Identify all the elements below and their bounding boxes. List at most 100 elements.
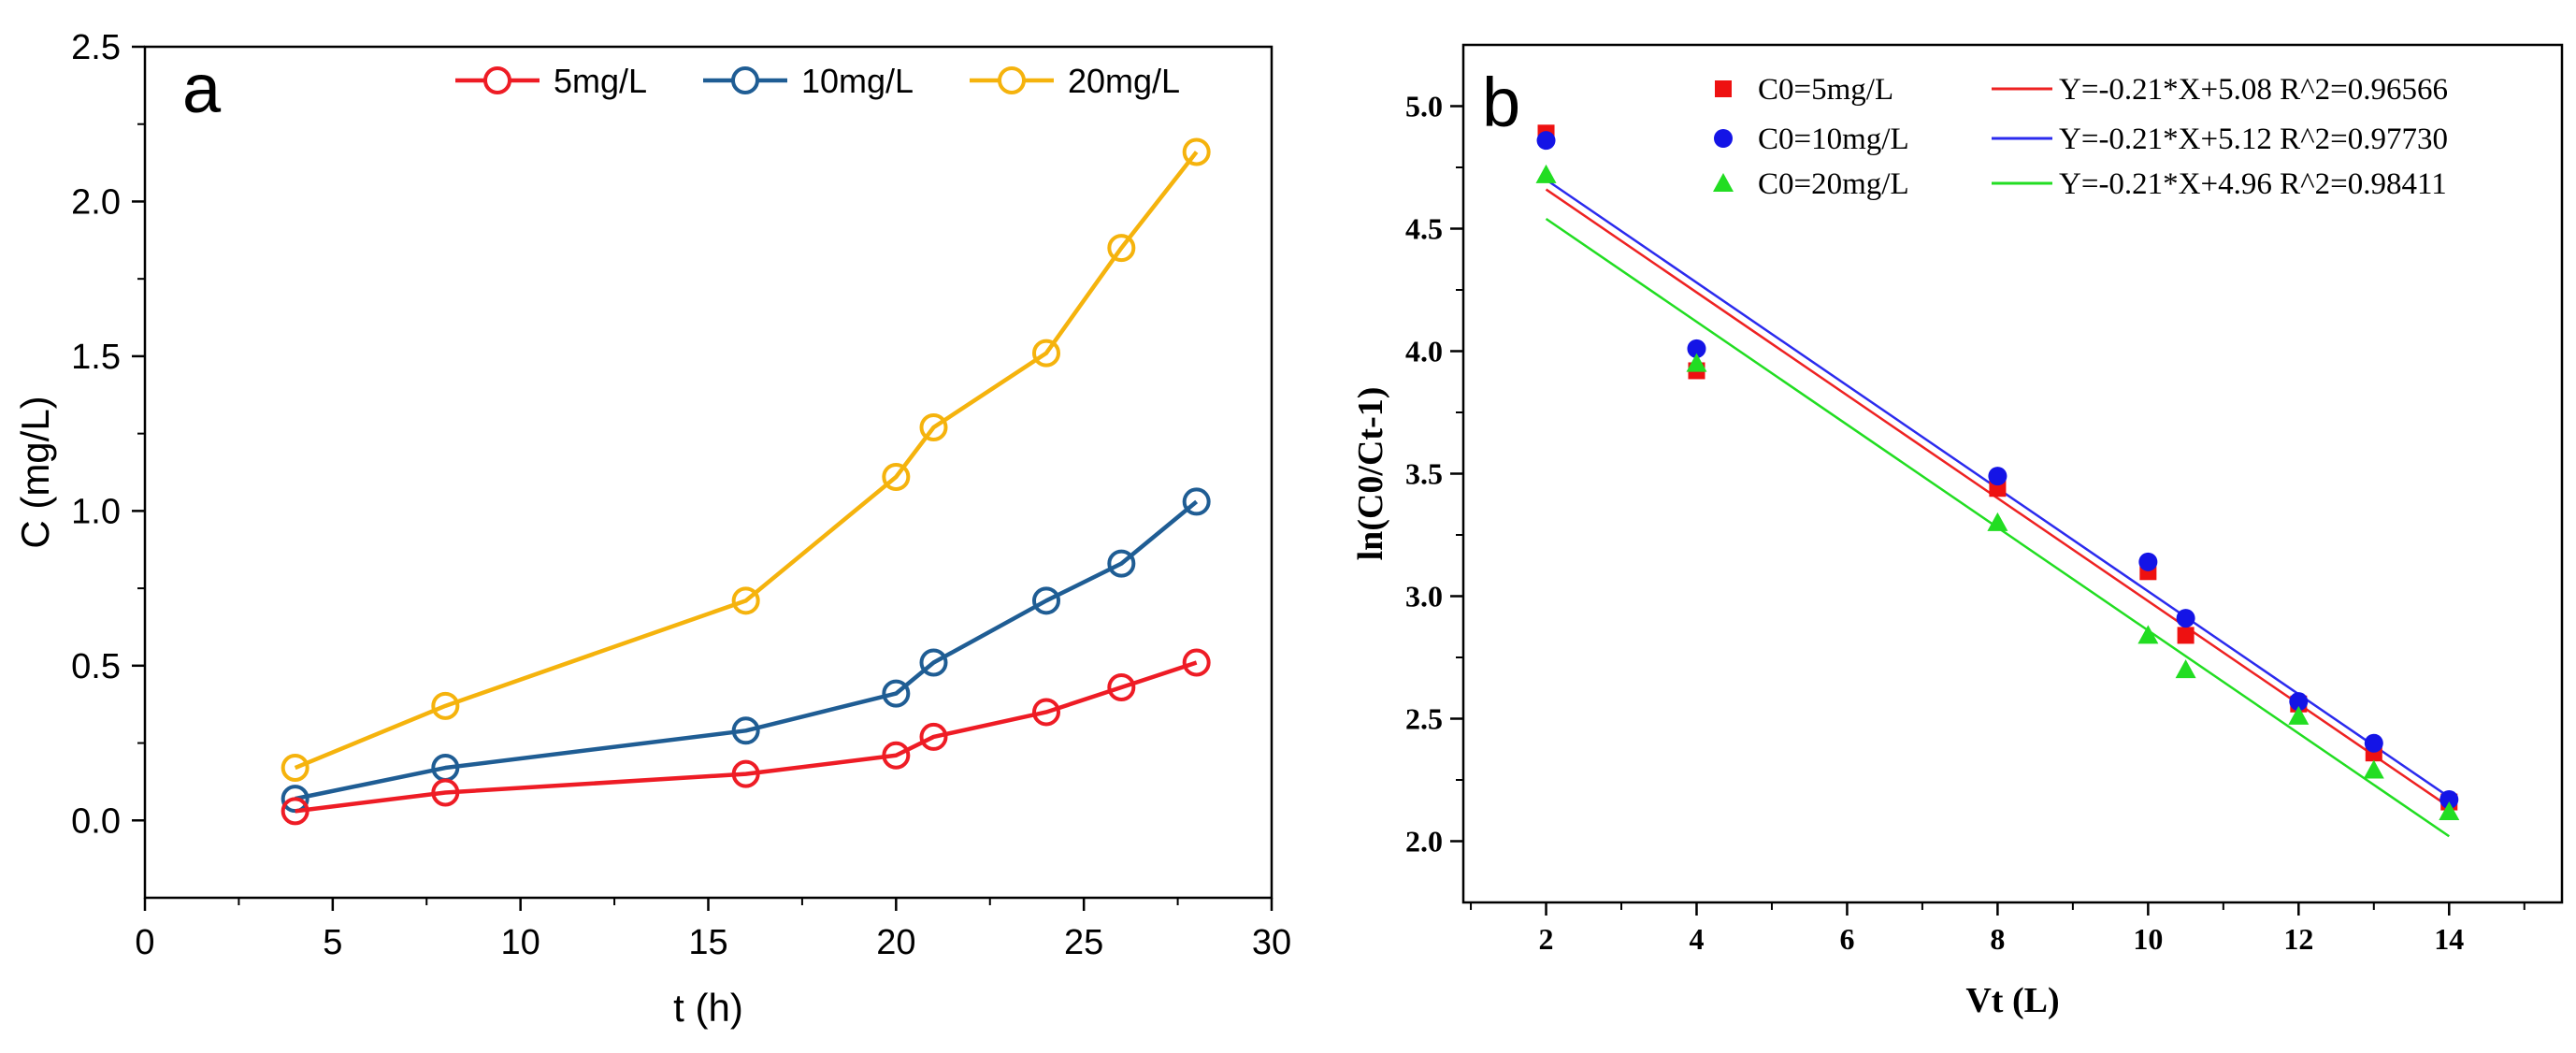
x-tick-label: 5 xyxy=(323,923,342,962)
legend-item: C0=20mg/L xyxy=(1713,167,1909,201)
data-point xyxy=(1032,698,1060,727)
y-tick-label: 5.0 xyxy=(1405,90,1443,123)
data-point xyxy=(1182,137,1211,166)
legend-fit-item: Y=-0.21*X+5.12 R^2=0.97730 xyxy=(1992,123,2448,156)
legend-marker xyxy=(998,66,1026,94)
y-tick-label: 2.5 xyxy=(1405,702,1443,736)
legend-marker xyxy=(1714,129,1733,148)
legend-marker xyxy=(731,66,759,94)
legend-fit-item: Y=-0.21*X+5.08 R^2=0.96566 xyxy=(1992,73,2448,107)
y-tick-label: 0.0 xyxy=(71,801,121,841)
data-point xyxy=(919,722,948,751)
x-tick-label: 6 xyxy=(1839,922,1854,956)
data-point xyxy=(281,754,309,783)
y-tick-label: 1.5 xyxy=(71,338,121,377)
y-tick-label: 4.5 xyxy=(1405,212,1443,246)
data-point xyxy=(731,586,760,615)
x-tick-label: 10 xyxy=(501,923,540,962)
data-point xyxy=(431,691,460,720)
data-point xyxy=(2137,625,2159,644)
y-tick-label: 2.5 xyxy=(71,28,121,67)
data-point xyxy=(1535,164,1557,183)
y-tick-label: 0.5 xyxy=(71,647,121,686)
data-point xyxy=(1686,353,1707,372)
data-point xyxy=(431,778,460,807)
legend-marker xyxy=(483,66,511,94)
data-point xyxy=(2138,552,2158,571)
legend-item: 10mg/L xyxy=(703,62,914,100)
y-axis-label: C (mg/L) xyxy=(13,396,57,548)
legend-fit-item: Y=-0.21*X+4.96 R^2=0.98411 xyxy=(1992,167,2447,201)
panel-label: a xyxy=(182,50,222,127)
y-tick-label: 3.5 xyxy=(1405,457,1443,491)
panel-a: 0 5 10 15 20 25 30 0.0 0.5 1.0 1.5 2.0 2.5 t (h) C (mg… xyxy=(13,28,1291,1030)
data-point xyxy=(1107,234,1136,263)
x-tick-label: 0 xyxy=(135,923,154,962)
legend-label: C0=10mg/L xyxy=(1758,123,1909,156)
legend-item: 20mg/L xyxy=(970,62,1180,100)
data-point xyxy=(2177,627,2195,644)
x-tick-label: 30 xyxy=(1252,923,1291,962)
data-point xyxy=(882,679,911,708)
legend-label: 20mg/L xyxy=(1068,62,1180,100)
x-axis-label: Vt (L) xyxy=(1965,981,2059,1020)
y-tick-label: 2.0 xyxy=(71,182,121,222)
legend-label: C0=20mg/L xyxy=(1758,167,1909,201)
data-point xyxy=(919,413,948,442)
legend-item: 5mg/L xyxy=(455,62,647,100)
data-point xyxy=(1032,339,1060,368)
data-point xyxy=(2364,733,2383,753)
data-point xyxy=(2288,705,2310,725)
legend-fit-label: Y=-0.21*X+5.08 R^2=0.96566 xyxy=(2059,73,2448,107)
data-point xyxy=(1032,586,1060,615)
x-tick-label: 25 xyxy=(1064,923,1103,962)
legend-marker xyxy=(1713,173,1734,192)
y-tick-label: 3.0 xyxy=(1405,580,1443,613)
data-point xyxy=(2175,659,2196,679)
series-line xyxy=(294,151,1199,771)
y-tick-label: 1.0 xyxy=(71,492,121,531)
data-point xyxy=(1536,131,1556,151)
x-tick-label: 4 xyxy=(1689,922,1704,956)
data-point xyxy=(1987,512,2008,531)
data-point xyxy=(1107,549,1136,578)
x-tick-label: 14 xyxy=(2434,922,2464,956)
legend-item: C0=10mg/L xyxy=(1714,123,1909,156)
legend-item: C0=5mg/L xyxy=(1715,73,1893,107)
x-tick-label: 10 xyxy=(2133,922,2163,956)
data-point xyxy=(2439,789,2459,809)
panel-label: b xyxy=(1482,64,1520,141)
legend-label: 5mg/L xyxy=(554,62,647,100)
legend-fit-label: Y=-0.21*X+5.12 R^2=0.97730 xyxy=(2059,123,2448,156)
legend-label: C0=5mg/L xyxy=(1758,73,1893,107)
data-point xyxy=(731,716,760,745)
legend-fit-label: Y=-0.21*X+4.96 R^2=0.98411 xyxy=(2059,167,2447,201)
legend-marker xyxy=(1715,80,1732,97)
data-point xyxy=(281,797,309,826)
data-point xyxy=(1988,467,2008,486)
x-tick-label: 2 xyxy=(1539,922,1554,956)
y-tick-label: 2.0 xyxy=(1405,825,1443,858)
data-point xyxy=(1182,648,1211,677)
data-point xyxy=(1107,672,1136,701)
data-point xyxy=(2289,692,2309,712)
data-point xyxy=(2439,801,2460,821)
x-tick-label: 12 xyxy=(2283,922,2313,956)
y-tick-label: 4.0 xyxy=(1405,335,1443,368)
legend-label: 10mg/L xyxy=(801,62,914,100)
panel-b: 2 4 6 8 10 12 14 2.0 2.5 3.0 3.5 4.0 4.5 5.0 Vt (L) ln(… xyxy=(1351,43,2564,1020)
x-tick-label: 20 xyxy=(876,923,915,962)
x-axis-label: t (h) xyxy=(673,986,743,1030)
y-axis-label: ln(C0/Ct-1) xyxy=(1351,387,1390,561)
data-point xyxy=(919,648,948,677)
x-tick-label: 8 xyxy=(1990,922,2005,956)
data-point xyxy=(2363,759,2384,779)
data-point xyxy=(731,759,760,788)
data-point xyxy=(882,741,911,770)
data-point xyxy=(882,462,911,491)
x-tick-label: 15 xyxy=(688,923,727,962)
data-point xyxy=(1687,339,1706,358)
data-point xyxy=(2176,609,2195,628)
data-point xyxy=(1182,487,1211,516)
